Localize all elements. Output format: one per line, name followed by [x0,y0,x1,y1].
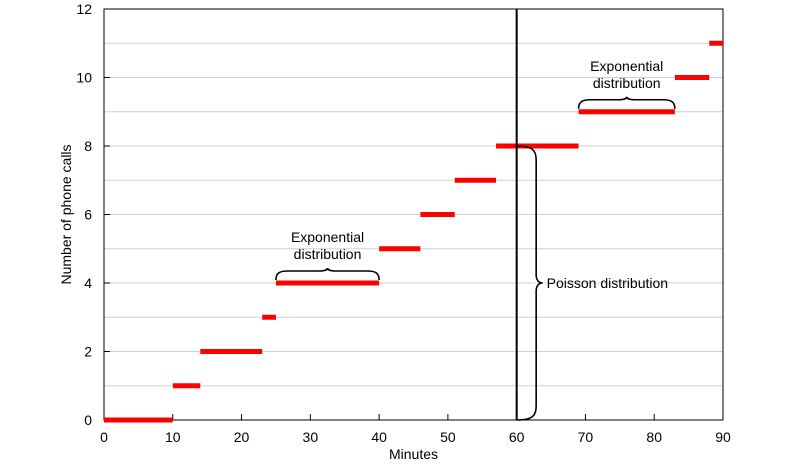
y-tick-label-8: 8 [84,138,92,154]
step-series [104,40,723,423]
annotation-exp2-line2: distribution [593,75,661,91]
annotation-exp2-line1: Exponential [590,58,663,74]
y-tick-label-6: 6 [84,207,92,223]
brace-exp1 [275,267,380,281]
y-tick-labels: 0 2 4 6 8 10 12 [76,1,92,428]
x-tick-label-70: 70 [578,429,594,445]
y-axis-title: Number of phone calls [58,144,74,284]
x-axis-title: Minutes [389,446,438,462]
y-tick-label-12: 12 [76,1,92,17]
brace-exp2 [577,96,676,109]
y-tick-label-0: 0 [84,412,92,428]
x-tick-label-20: 20 [234,429,250,445]
y-tick-label-2: 2 [84,344,92,360]
x-tick-label-0: 0 [100,429,108,445]
x-tick-label-60: 60 [509,429,525,445]
y-tick-label-10: 10 [76,70,92,86]
x-tick-label-90: 90 [715,429,731,445]
annotation-exp1-line2: distribution [294,246,362,262]
x-tick-label-50: 50 [440,429,456,445]
x-tick-label-40: 40 [371,429,387,445]
annotation-exp1-line1: Exponential [291,229,364,245]
y-tick-label-4: 4 [84,275,92,291]
x-tick-label-80: 80 [646,429,662,445]
x-tick-label-30: 30 [303,429,319,445]
x-tick-labels: 0 10 20 30 40 50 60 70 80 90 [100,429,731,445]
annotation-poisson: Poisson distribution [547,275,668,291]
grid [104,42,723,387]
x-tick-label-10: 10 [165,429,181,445]
